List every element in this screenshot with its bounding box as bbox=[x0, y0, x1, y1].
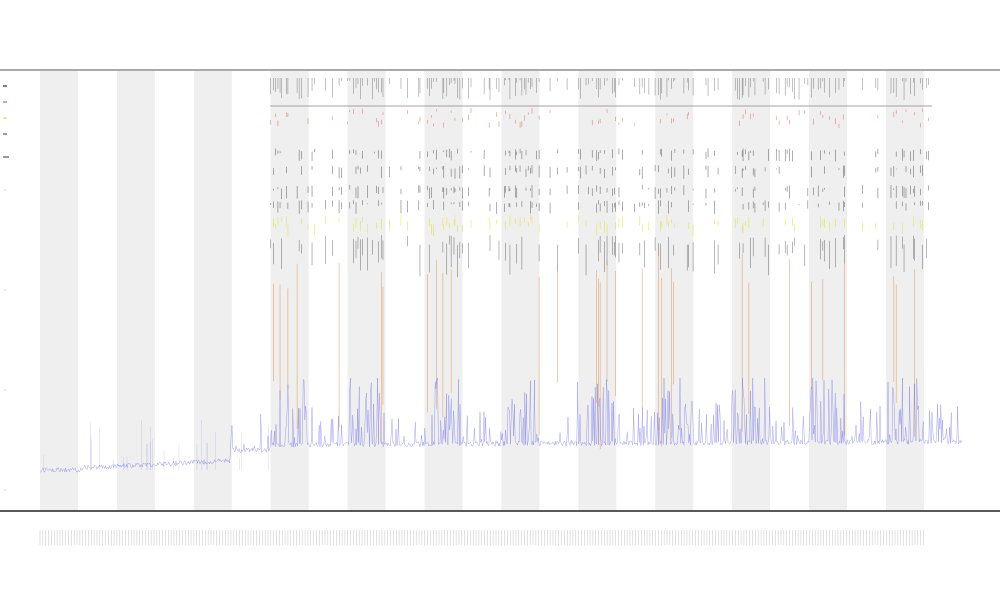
baseline-trace bbox=[40, 377, 962, 473]
background-bands bbox=[40, 71, 924, 511]
background-band bbox=[578, 71, 617, 511]
background-band bbox=[809, 71, 847, 511]
background-band bbox=[501, 71, 540, 511]
legend bbox=[3, 85, 9, 158]
background-band bbox=[424, 71, 463, 511]
y-axis-ticks bbox=[4, 189, 6, 491]
background-band bbox=[193, 71, 232, 511]
background-band bbox=[347, 71, 386, 511]
event-marks bbox=[270, 78, 929, 450]
baseline-trace-line bbox=[40, 377, 962, 473]
background-band bbox=[270, 71, 309, 511]
background-band bbox=[116, 71, 155, 511]
x-axis-tick-labels bbox=[39, 530, 924, 545]
background-band bbox=[40, 71, 78, 511]
background-band bbox=[732, 71, 771, 511]
background-band bbox=[885, 71, 924, 511]
